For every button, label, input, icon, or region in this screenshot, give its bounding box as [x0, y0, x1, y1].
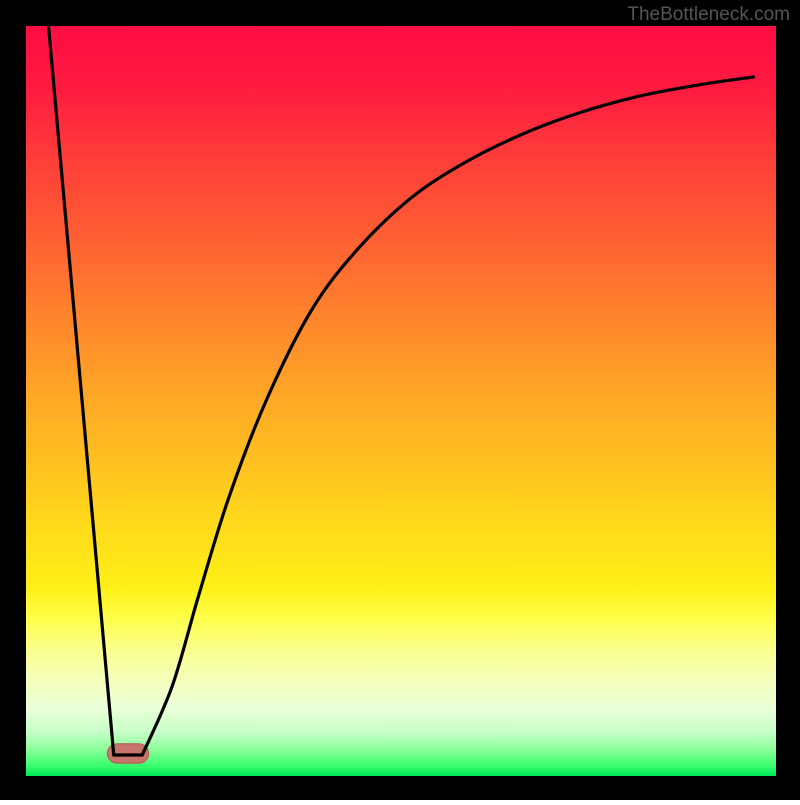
bottleneck-chart [0, 0, 800, 800]
chart-svg [0, 0, 800, 800]
chart-background [26, 26, 776, 776]
watermark-label: TheBottleneck.com [627, 4, 790, 26]
